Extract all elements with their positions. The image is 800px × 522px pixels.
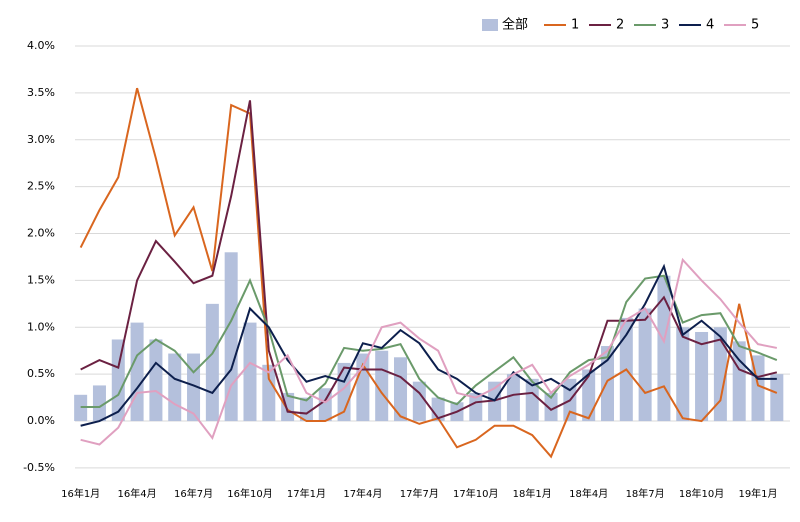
legend-label: 1 — [571, 18, 579, 33]
bar — [657, 275, 671, 422]
bar — [732, 341, 746, 422]
line — [79, 87, 778, 459]
bar — [205, 303, 219, 422]
bar — [375, 350, 389, 422]
y-tick-label: 2.5% — [27, 180, 55, 193]
x-tick-label: 17年1月 — [287, 487, 326, 500]
bar — [525, 378, 539, 422]
legend-label: 5 — [751, 18, 759, 33]
x-tick-label: 19年1月 — [738, 487, 777, 500]
y-tick-label: 4.0% — [27, 39, 55, 52]
bar — [243, 322, 257, 422]
bar — [299, 397, 313, 422]
bar — [224, 252, 238, 422]
bar — [600, 346, 614, 422]
legend-swatch — [482, 19, 498, 31]
legend-label: 4 — [706, 18, 714, 33]
y-tick-label: 0.0% — [27, 414, 55, 427]
y-tick-label: 3.5% — [27, 86, 55, 99]
x-tick-label: 17年10月 — [453, 487, 498, 500]
y-tick-label: 3.0% — [27, 133, 55, 146]
bar — [111, 339, 125, 422]
legend-label: 3 — [661, 18, 669, 33]
x-tick-label: 16年7月 — [174, 487, 213, 500]
bar — [695, 331, 709, 422]
legend-label: 全部 — [502, 17, 528, 33]
line — [80, 257, 778, 446]
x-tick-label: 18年1月 — [513, 487, 552, 500]
bar — [412, 381, 426, 422]
y-tick-label: 1.0% — [27, 320, 55, 333]
line — [80, 100, 778, 420]
x-tick-label: 16年1月 — [61, 487, 100, 500]
y-tick-label: 1.5% — [27, 273, 55, 286]
bar — [149, 339, 163, 422]
bar — [92, 385, 106, 422]
bar — [130, 322, 144, 422]
x-tick-label: 16年10月 — [227, 487, 272, 500]
x-tick-label: 18年4月 — [569, 487, 608, 500]
bar — [770, 374, 784, 422]
x-tick-label: 18年10月 — [679, 487, 724, 500]
bar — [544, 392, 558, 422]
x-tick-label: 18年7月 — [626, 487, 665, 500]
bar — [506, 374, 520, 422]
x-tick-label: 17年7月 — [400, 487, 439, 500]
x-tick-label: 16年4月 — [118, 487, 157, 500]
bar — [337, 362, 351, 422]
bar — [469, 392, 483, 422]
bar — [394, 357, 408, 422]
y-tick-label: -0.5% — [23, 461, 55, 474]
line — [80, 263, 777, 427]
bar — [713, 327, 727, 422]
y-tick-label: 0.5% — [27, 367, 55, 380]
bar — [168, 353, 182, 422]
y-tick-label: 2.0% — [27, 227, 55, 240]
bar — [676, 327, 690, 422]
x-tick-label: 17年4月 — [343, 487, 382, 500]
bar — [638, 308, 652, 422]
bar — [262, 364, 276, 422]
line — [80, 274, 778, 408]
bar — [582, 369, 596, 422]
legend-label: 2 — [616, 18, 624, 33]
